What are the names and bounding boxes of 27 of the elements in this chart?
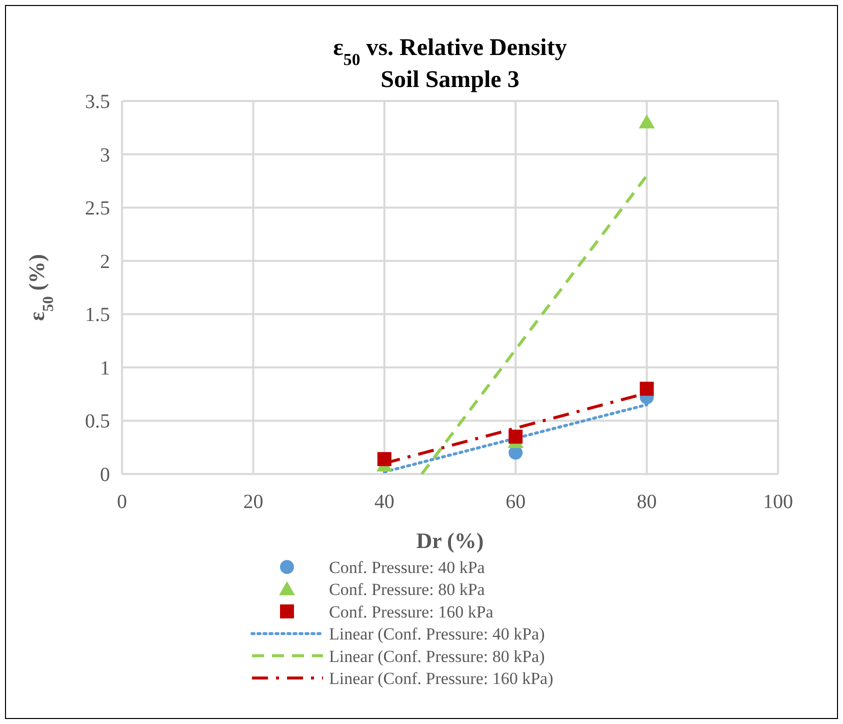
chart-subtitle: Soil Sample 3 (380, 67, 520, 93)
legend-label: Conf. Pressure: 80 kPa (329, 580, 486, 600)
x-tick-label: 100 (763, 491, 793, 513)
y-tick-label: 2 (100, 250, 110, 273)
legend-label: Conf. Pressure: 160 kPa (329, 602, 494, 622)
y-tick-label: 1 (100, 357, 110, 380)
y-tick-label: 3.5 (85, 91, 110, 113)
legend-label: Linear (Conf. Pressure: 40 kPa) (329, 624, 545, 644)
x-tick-label: 80 (636, 491, 657, 513)
x-axis-title: Dr (%) (416, 528, 484, 553)
y-tick-label: 0 (100, 464, 110, 486)
x-tick-label: 40 (374, 491, 394, 513)
point (638, 114, 655, 128)
y-tick-label: 3 (100, 144, 110, 166)
point (640, 382, 654, 396)
legend-label: Linear (Conf. Pressure: 80 kPa) (329, 646, 545, 666)
x-tick-label: 60 (506, 491, 526, 513)
x-tick-label: 20 (243, 491, 264, 513)
y-tick-label: 1.5 (85, 304, 110, 326)
point (377, 452, 392, 466)
legend-label: Linear (Conf. Pressure: 160 kPa) (329, 669, 554, 688)
x-tick-label: 0 (117, 491, 127, 513)
y-tick-label: 2.5 (85, 198, 110, 220)
legend-label: Conf. Pressure: 40 kPa (329, 558, 486, 577)
y-tick-label: 0.5 (85, 410, 110, 433)
point (508, 430, 523, 444)
chart-title: ε$_{50}$ vs. Relative Density (333, 35, 567, 68)
